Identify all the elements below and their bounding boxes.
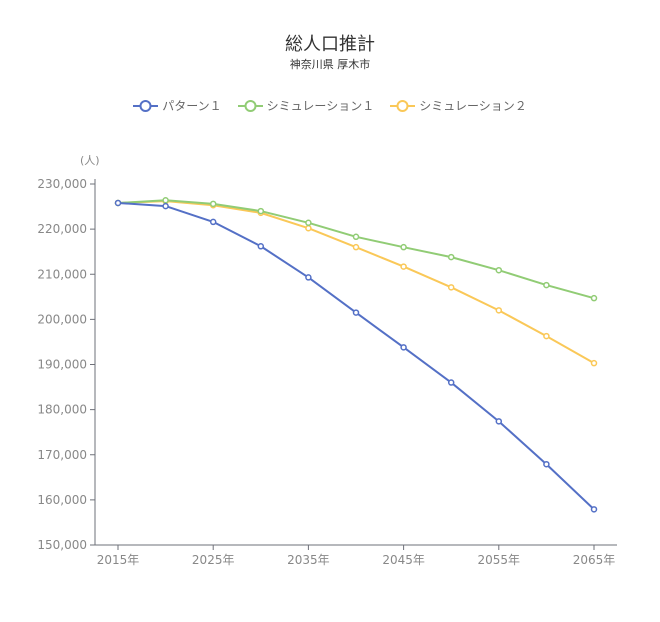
series-line-2	[117, 200, 595, 365]
data-point[interactable]	[352, 233, 360, 241]
data-point[interactable]	[352, 309, 360, 316]
legend-label: シミュレーション１	[266, 99, 375, 113]
data-point[interactable]	[305, 224, 312, 232]
legend-line-circle-icon	[133, 99, 159, 112]
data-point[interactable]	[543, 332, 550, 340]
y-tick-label: 190,000	[37, 358, 87, 372]
x-tick-label: 2015年	[97, 553, 140, 567]
data-point[interactable]	[543, 281, 550, 289]
data-point[interactable]	[590, 294, 598, 302]
x-tick-label: 2035年	[287, 553, 330, 567]
legend-item-simulation2[interactable]: シミュレーション２	[390, 97, 527, 114]
data-point[interactable]	[495, 307, 503, 314]
data-point[interactable]	[400, 344, 407, 351]
y-tick-label: 180,000	[37, 403, 87, 417]
data-point[interactable]	[543, 460, 550, 468]
x-tick-label: 2045年	[382, 553, 425, 567]
legend-item-simulation1[interactable]: シミュレーション１	[237, 97, 375, 114]
legend-label: パターン１	[162, 99, 222, 113]
legend-line-circle-icon	[390, 99, 416, 112]
data-point[interactable]	[590, 359, 598, 367]
x-tick-label: 2025年	[192, 553, 235, 567]
data-point[interactable]	[162, 202, 169, 210]
data-point[interactable]	[305, 274, 312, 281]
y-tick-label: 230,000	[37, 177, 87, 191]
x-tick-label: 2065年	[573, 553, 616, 567]
data-point[interactable]	[447, 253, 455, 261]
y-tick-label: 220,000	[37, 222, 87, 236]
y-axis-unit-label: (人)	[80, 154, 100, 167]
y-tick-label: 210,000	[37, 267, 87, 281]
y-tick-label: 170,000	[37, 448, 87, 462]
data-point[interactable]	[209, 200, 217, 208]
data-point[interactable]	[400, 243, 407, 251]
data-point[interactable]	[447, 379, 455, 386]
data-point[interactable]	[495, 266, 503, 274]
legend-label: シミュレーション２	[419, 99, 527, 113]
y-tick-label: 200,000	[37, 312, 87, 326]
data-point[interactable]	[257, 243, 265, 250]
data-point[interactable]	[352, 243, 360, 251]
data-point[interactable]	[400, 263, 407, 270]
data-point[interactable]	[162, 196, 169, 204]
legend-line-circle-icon	[237, 99, 263, 112]
chart-subtitle: 神奈川県 厚木市	[289, 58, 371, 71]
data-point[interactable]	[495, 418, 503, 425]
x-tick-label: 2055年	[478, 553, 521, 567]
y-tick-label: 150,000	[37, 538, 87, 552]
data-point[interactable]	[209, 218, 217, 226]
data-point[interactable]	[590, 506, 598, 513]
y-tick-label: 160,000	[37, 493, 87, 507]
data-point[interactable]	[305, 219, 312, 227]
legend: パターン１ シミュレーション１ シミュレーション２	[0, 97, 660, 114]
legend-item-pattern1[interactable]: パターン１	[133, 97, 222, 114]
data-point[interactable]	[447, 284, 455, 291]
data-point[interactable]	[114, 199, 122, 207]
data-point[interactable]	[257, 207, 265, 215]
chart-title: 総人口推計	[285, 34, 375, 55]
